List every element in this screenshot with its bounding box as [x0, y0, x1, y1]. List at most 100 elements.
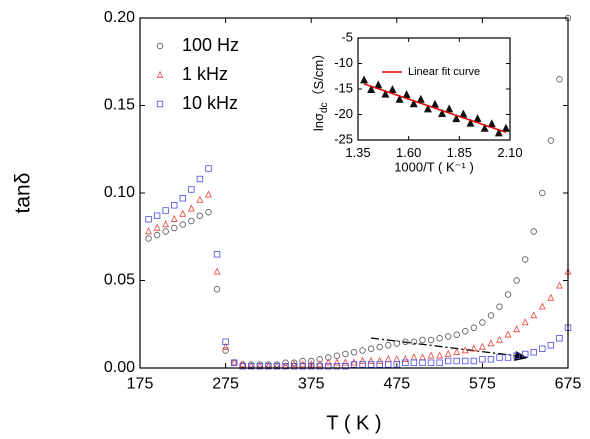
point	[333, 358, 341, 366]
point	[461, 346, 469, 354]
point	[153, 231, 161, 239]
point	[188, 217, 195, 225]
point	[547, 293, 555, 301]
point	[410, 338, 418, 345]
y-tick-label: 0.10	[104, 184, 135, 201]
point	[196, 212, 204, 219]
point	[504, 291, 512, 298]
point	[423, 104, 432, 113]
point	[402, 338, 409, 345]
point	[402, 359, 409, 366]
point	[222, 342, 230, 350]
point	[316, 360, 324, 368]
point	[162, 220, 170, 228]
point	[213, 251, 221, 258]
point	[376, 361, 383, 368]
point	[179, 195, 186, 202]
point	[478, 342, 486, 350]
point	[401, 355, 409, 362]
point	[513, 352, 520, 359]
point	[444, 349, 452, 357]
x-tick-label: 175	[127, 376, 154, 393]
point	[556, 335, 563, 342]
point	[290, 359, 298, 366]
point	[359, 356, 367, 364]
point	[341, 358, 349, 366]
point	[342, 363, 349, 370]
point	[487, 356, 495, 363]
point	[453, 348, 461, 355]
point	[547, 137, 555, 144]
point	[453, 357, 460, 365]
point	[359, 347, 366, 354]
point	[156, 42, 164, 50]
point	[230, 359, 238, 366]
point	[470, 324, 478, 331]
point	[385, 342, 392, 349]
point	[239, 363, 246, 370]
point	[427, 336, 435, 344]
point	[179, 209, 187, 217]
point	[256, 363, 264, 370]
point	[522, 350, 529, 358]
point	[409, 99, 418, 108]
point	[436, 335, 443, 342]
point	[521, 318, 529, 326]
y-tick-label: -15	[334, 80, 353, 95]
point	[539, 345, 546, 352]
point	[162, 228, 169, 235]
point	[282, 359, 289, 366]
point	[273, 363, 281, 370]
point	[145, 227, 153, 235]
point	[179, 221, 186, 228]
inset-background	[358, 38, 510, 140]
point	[248, 363, 255, 370]
x-axis-label: T ( K )	[326, 412, 381, 434]
point	[359, 361, 366, 368]
point	[213, 267, 221, 275]
x-tick-label: 275	[212, 376, 239, 393]
point	[205, 190, 212, 198]
point	[452, 114, 461, 123]
point	[445, 104, 454, 113]
point	[395, 94, 404, 103]
point	[290, 363, 298, 370]
point	[333, 363, 341, 370]
point	[504, 354, 512, 361]
point	[170, 215, 178, 222]
point	[230, 358, 238, 366]
point	[265, 363, 272, 370]
y-axis-label: tanδ	[12, 173, 35, 214]
point	[431, 99, 440, 108]
point	[282, 363, 289, 370]
point	[316, 363, 323, 370]
point	[360, 75, 369, 84]
legend-label: 100 Hz	[182, 35, 239, 55]
point	[496, 303, 503, 310]
y-tick-label: 0.15	[104, 97, 135, 114]
point	[162, 207, 169, 214]
y-tick-label: 0.05	[104, 272, 135, 289]
point	[367, 85, 376, 94]
point	[473, 114, 482, 123]
point	[444, 357, 452, 365]
point	[556, 76, 563, 83]
legend-label: 10 kHz	[182, 93, 238, 113]
point	[538, 302, 546, 310]
inset-x-axis-label: 1000/T ( K⁻¹ )	[394, 159, 474, 174]
point	[153, 223, 161, 231]
x-tick-label: 675	[555, 376, 582, 393]
point	[530, 349, 537, 356]
point	[145, 216, 152, 223]
point	[480, 123, 489, 132]
point	[427, 351, 435, 359]
point	[342, 350, 349, 358]
point	[419, 336, 426, 344]
point	[539, 189, 546, 197]
point	[466, 118, 475, 127]
y-tick-label: -5	[341, 29, 353, 44]
point	[171, 224, 178, 232]
y-tick-label: 0.20	[104, 9, 135, 26]
point	[156, 100, 164, 108]
label-main: lnσ	[311, 113, 326, 131]
